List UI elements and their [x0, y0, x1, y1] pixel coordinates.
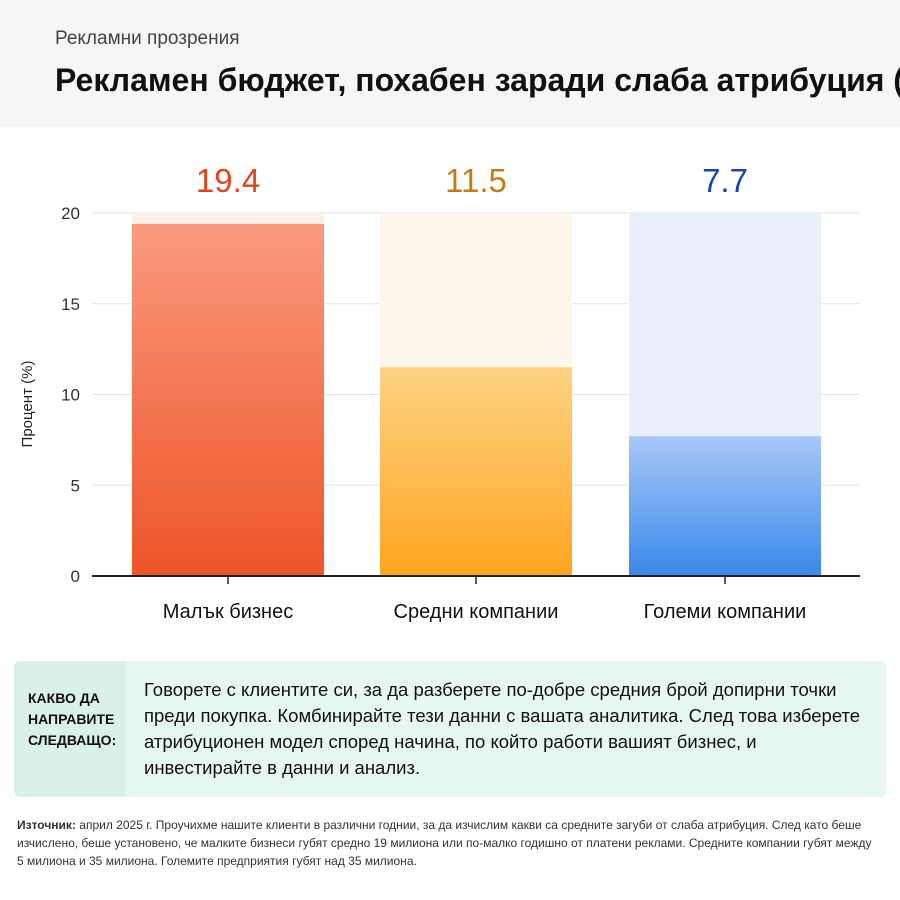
x-tick-label: Средни компании [394, 601, 559, 623]
x-tick-label: Големи компании [644, 601, 807, 623]
kicker: Рекламни прозрения [55, 28, 240, 49]
bar [629, 436, 821, 576]
value-label: 7.7 [702, 162, 748, 199]
bars [132, 223, 821, 576]
callout-label-panel: КАКВО ДА НАПРАВИТЕ СЛЕДВАЩО: [14, 661, 126, 797]
value-label: 19.4 [196, 162, 260, 199]
y-tick-label: 10 [61, 386, 80, 405]
callout-label: КАКВО ДА НАПРАВИТЕ СЛЕДВАЩО: [28, 690, 117, 748]
next-steps-callout: КАКВО ДА НАПРАВИТЕ СЛЕДВАЩО: Говорете с … [14, 661, 886, 797]
source-label: Източник: [17, 818, 76, 832]
chart-title: Рекламен бюджет, похабен заради слаба ат… [55, 62, 900, 98]
y-tick-label: 5 [71, 476, 80, 495]
x-tick-label: Малък бизнес [163, 601, 293, 623]
callout-text: Говорете с клиентите си, за да разберете… [144, 679, 861, 778]
y-tick-label: 15 [61, 295, 80, 314]
header: Рекламни прозрения Рекламен бюджет, поха… [0, 0, 900, 127]
bar [132, 223, 324, 576]
y-tick-label: 0 [71, 567, 80, 586]
value-label: 11.5 [445, 162, 507, 199]
axes: 0 5 10 15 20 19.4 Малък бизнес 11.5 Средни компа… [61, 162, 860, 623]
source-note: Източник: април 2025 г. Проучихме нашите… [17, 816, 877, 870]
y-tick-label: 20 [61, 204, 80, 223]
bar [380, 367, 572, 576]
bar-chart: 0 5 10 15 20 19.4 Малък бизнес 11.5 Средни компа… [19, 162, 860, 623]
source-text: април 2025 г. Проучихме нашите клиенти в… [17, 818, 872, 868]
y-axis-label: Процент (%) [19, 361, 36, 448]
